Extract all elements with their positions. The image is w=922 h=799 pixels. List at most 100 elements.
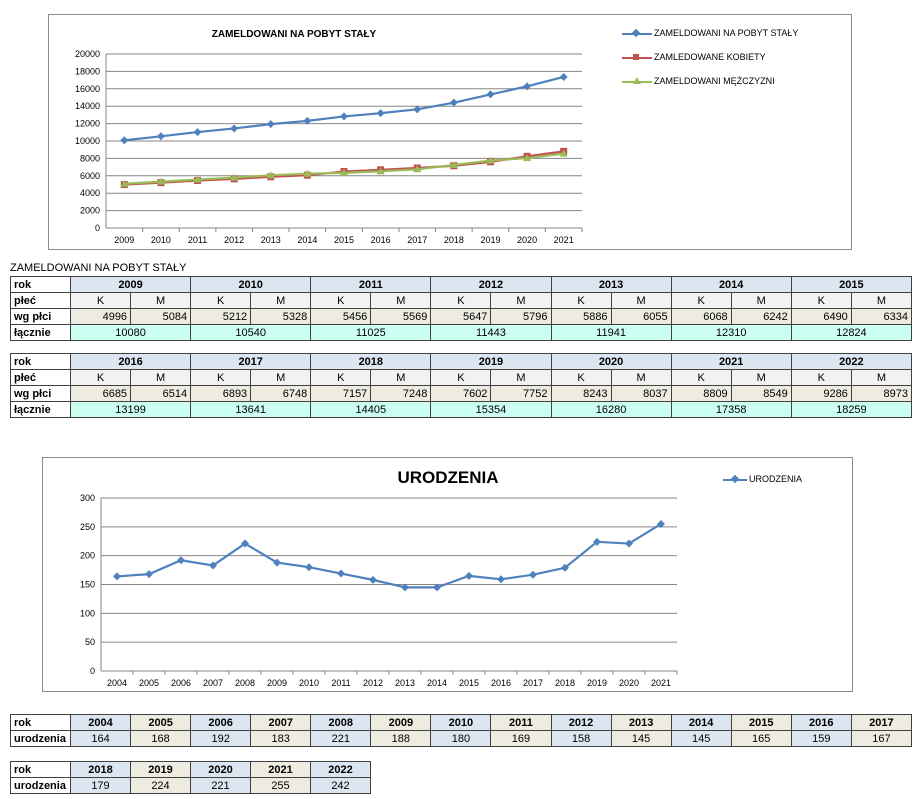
value-cell: 5084 [130,308,192,325]
year-header: 2013 [550,276,672,293]
data-point [230,124,239,133]
data-point [193,128,202,137]
year-header: 2007 [250,714,312,731]
data-point [413,165,422,173]
value-cell: 164 [69,730,132,747]
row-header: łącznie [10,324,71,341]
year-header: 2006 [190,714,252,731]
year-header: 2011 [490,714,552,731]
y-tick-label: 4000 [80,188,100,198]
row-header: łącznie [10,401,71,418]
x-tick-label: 2018 [555,678,575,688]
total-cell: 12824 [790,324,913,341]
year-header: 2020 [550,353,672,370]
legend-label: ZAMELDOWANI NA POBYT STAŁY [654,28,799,38]
data-point [625,539,633,548]
data-point [266,120,275,129]
value-cell: 168 [130,730,192,747]
total-cell: 11941 [550,324,672,341]
sex-label-cell: K [550,369,612,386]
value-cell: 5647 [430,308,492,325]
y-tick-label: 2000 [80,206,100,216]
sex-label-cell: M [730,369,792,386]
sex-label-cell: M [250,369,312,386]
value-cell: 6748 [250,385,312,402]
year-header: 2019 [130,761,191,778]
x-tick-label: 2019 [480,235,500,245]
value-cell: 8243 [550,385,612,402]
data-point [486,156,495,164]
sex-label-cell: K [190,292,252,309]
x-tick-label: 2009 [267,678,287,688]
total-cell: 13199 [69,401,192,418]
year-header: 2022 [790,353,913,370]
data-point [401,583,409,592]
y-tick-label: 6000 [80,171,100,181]
value-cell: 145 [610,730,672,747]
data-point [156,177,165,185]
year-header: 2013 [610,714,672,731]
table-row: łącznie 13199 13641 14405 15354 16280 17358 182… [10,401,913,418]
data-point [303,169,312,177]
data-point [337,569,345,578]
x-tick-label: 2013 [261,235,281,245]
sex-label-cell: M [490,292,552,309]
data-point [369,575,377,584]
sex-label-cell: K [69,369,132,386]
value-cell: 158 [550,730,612,747]
sex-label-cell: K [670,369,732,386]
series-line [124,75,564,142]
total-cell: 11025 [310,324,432,341]
year-header: 2016 [69,353,192,370]
total-cell: 12310 [670,324,792,341]
value-cell: 5886 [550,308,612,325]
y-tick-label: 14000 [75,101,100,111]
row-header: wg płci [10,385,71,402]
row-header: rok [10,761,71,778]
row-header: płeć [10,292,71,309]
y-tick-label: 50 [85,637,95,647]
value-cell: 192 [190,730,252,747]
registered-table-1: rok 2009 2010 2011 2012 2013 2014 2015 płeć K M K M K… [10,276,913,341]
y-tick-label: 150 [80,580,95,590]
x-tick-label: 2010 [299,678,319,688]
x-tick-label: 2005 [139,678,159,688]
sex-label-cell: K [670,292,732,309]
value-cell: 7157 [310,385,372,402]
value-cell: 6242 [730,308,792,325]
data-point [145,570,153,579]
value-cell: 188 [370,730,432,747]
year-header: 2021 [670,353,792,370]
value-cell: 8973 [850,385,913,402]
value-cell: 221 [190,777,251,794]
value-cell: 159 [790,730,852,747]
sex-label-cell: K [310,292,372,309]
data-point [156,132,165,141]
data-point [340,112,348,121]
data-point [273,558,281,567]
legend-swatch [622,28,652,37]
data-point [523,154,532,162]
year-header: 2018 [310,353,432,370]
x-tick-label: 2009 [114,235,134,245]
legend-item-women: ZAMLEDOWANE KOBIETY [622,51,798,75]
year-header: 2015 [730,714,792,731]
sex-label-cell: K [550,292,612,309]
row-header: urodzenia [10,730,71,747]
total-cell: 16280 [550,401,672,418]
chart-births: URODZENIA 0 50 100 150 200 250 300 2004 2005 2006… [42,457,853,692]
total-cell: 18259 [790,401,913,418]
year-header: 2015 [790,276,913,293]
x-tick-label: 2012 [363,678,383,688]
sex-label-cell: M [850,369,913,386]
data-point [241,539,249,548]
x-tick-label: 2007 [203,678,223,688]
value-cell: 242 [310,777,371,794]
value-cell: 5456 [310,308,372,325]
value-cell: 6055 [610,308,672,325]
data-point [449,98,458,107]
x-tick-label: 2021 [554,235,574,245]
value-cell: 145 [670,730,732,747]
x-tick-label: 2020 [517,235,537,245]
y-tick-label: 300 [80,493,95,503]
